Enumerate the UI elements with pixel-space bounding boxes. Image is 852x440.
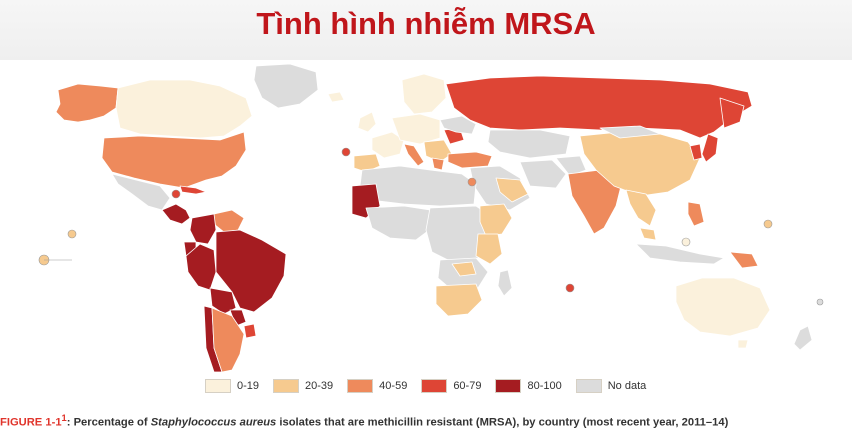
marker-cyprus	[467, 177, 477, 187]
marker-fiji	[816, 298, 824, 306]
region-canada	[115, 79, 253, 139]
legend: 0-19 20-39 40-59 60-79 80-100 No data	[205, 376, 660, 396]
region-central-america	[161, 203, 191, 225]
region-ukraine	[439, 115, 477, 135]
legend-item: 80-100	[495, 379, 562, 393]
region-greece	[431, 157, 445, 171]
region-uruguay	[243, 323, 257, 339]
region-east-africa	[479, 203, 513, 237]
region-new-zealand	[793, 325, 813, 351]
region-japan	[701, 133, 719, 163]
figure-caption: FIGURE 1-11: Percentage of Staphylococcu…	[0, 413, 852, 429]
title-banner	[0, 0, 852, 60]
region-iceland	[327, 91, 345, 103]
legend-item: 0-19	[205, 379, 259, 393]
legend-swatch	[347, 379, 374, 393]
legend-item: 20-39	[273, 379, 333, 393]
region-kazakhstan	[487, 129, 571, 159]
world-map	[38, 63, 824, 373]
region-venezuela	[213, 209, 245, 233]
legend-item: 40-59	[347, 379, 407, 393]
legend-swatch	[273, 379, 300, 393]
legend-label: No data	[607, 380, 647, 392]
marker-caribbean	[171, 189, 181, 199]
marker-pacific	[67, 229, 77, 239]
region-arabia-gulf	[495, 177, 529, 203]
marker-guam	[763, 219, 773, 229]
marker-malta	[341, 147, 351, 157]
legend-swatch	[575, 379, 602, 393]
legend-label: 0-19	[237, 380, 260, 392]
region-south-africa	[435, 283, 483, 317]
caption-species: Staphylococcus aureus	[150, 416, 277, 429]
legend-label: 80-100	[527, 380, 562, 392]
region-kamchatka	[719, 97, 745, 129]
region-afghanistan	[555, 155, 587, 177]
region-colombia	[189, 213, 217, 245]
region-philippines	[687, 201, 705, 227]
legend-swatch	[495, 379, 522, 393]
region-russia	[445, 75, 753, 139]
legend-label: 60-79	[453, 380, 482, 392]
region-korea	[689, 143, 703, 161]
figure-ref: 1	[61, 413, 67, 423]
region-indonesia	[635, 243, 725, 265]
region-iran	[519, 159, 567, 189]
legend-label: 40-59	[379, 380, 408, 392]
region-turkey	[447, 151, 493, 169]
region-png	[729, 251, 759, 269]
caption-colon: :	[66, 416, 71, 429]
legend-label: 20-39	[305, 380, 334, 392]
region-brazil	[215, 229, 287, 313]
region-france	[371, 131, 405, 159]
figure-label: FIGURE 1-1	[0, 416, 62, 429]
region-usa	[101, 131, 247, 189]
legend-item: No data	[575, 379, 647, 393]
legend-swatch	[421, 379, 448, 393]
region-malaysia	[639, 227, 657, 241]
region-greenland	[253, 63, 319, 109]
legend-swatch	[205, 379, 231, 393]
region-uk	[357, 111, 377, 133]
region-kenya-tanzania	[475, 233, 503, 265]
caption-post: isolates that are methicillin resistant …	[276, 416, 729, 429]
marker-mauritius	[565, 283, 575, 293]
marker-singapore	[681, 237, 691, 247]
region-australia	[675, 277, 771, 337]
legend-item: 60-79	[421, 379, 481, 393]
region-indochina	[625, 189, 657, 227]
region-peru	[185, 243, 217, 291]
region-alaska	[55, 83, 119, 123]
region-central-europe	[391, 113, 441, 145]
page-title: Tình hình nhiễm MRSA	[256, 6, 596, 41]
region-scandinavia	[401, 73, 447, 115]
region-west-africa	[365, 205, 433, 241]
region-madagascar	[497, 269, 513, 297]
region-cuba	[179, 185, 207, 195]
region-zambia	[451, 261, 477, 277]
region-tasmania	[737, 339, 749, 349]
region-argentina	[211, 307, 245, 373]
region-italy	[403, 143, 425, 167]
region-balkans	[423, 139, 453, 163]
region-mongolia	[599, 125, 661, 139]
caption-pre: Percentage of	[70, 416, 151, 429]
